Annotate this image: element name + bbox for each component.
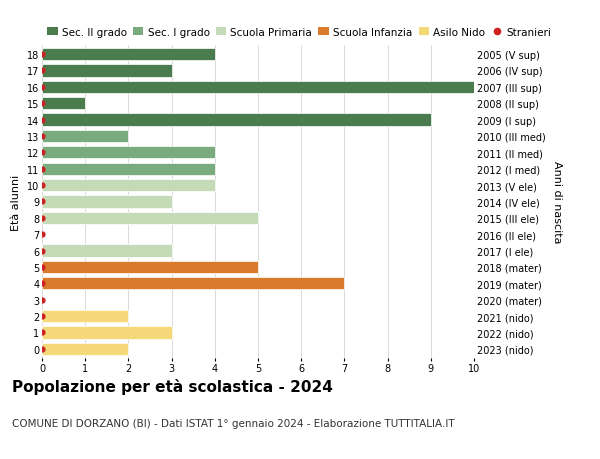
Bar [42,179,215,192]
Bar [42,163,215,175]
Bar [42,130,128,143]
Y-axis label: Anni di nascita: Anni di nascita [553,161,562,243]
Bar [42,245,172,257]
Bar [42,65,172,78]
Text: COMUNE DI DORZANO (BI) - Dati ISTAT 1° gennaio 2024 - Elaborazione TUTTITALIA.IT: COMUNE DI DORZANO (BI) - Dati ISTAT 1° g… [12,418,455,428]
Bar [42,343,128,355]
Legend: Sec. II grado, Sec. I grado, Scuola Primaria, Scuola Infanzia, Asilo Nido, Stran: Sec. II grado, Sec. I grado, Scuola Prim… [47,28,551,38]
Text: Popolazione per età scolastica - 2024: Popolazione per età scolastica - 2024 [12,379,333,395]
Bar [42,196,172,208]
Bar [42,310,128,323]
Bar [42,212,258,224]
Y-axis label: Età alunni: Età alunni [11,174,21,230]
Bar [42,49,215,61]
Bar [42,326,172,339]
Bar [42,81,474,94]
Bar [42,98,85,110]
Bar [42,261,258,274]
Bar [42,278,344,290]
Bar [42,147,215,159]
Bar [42,114,431,126]
